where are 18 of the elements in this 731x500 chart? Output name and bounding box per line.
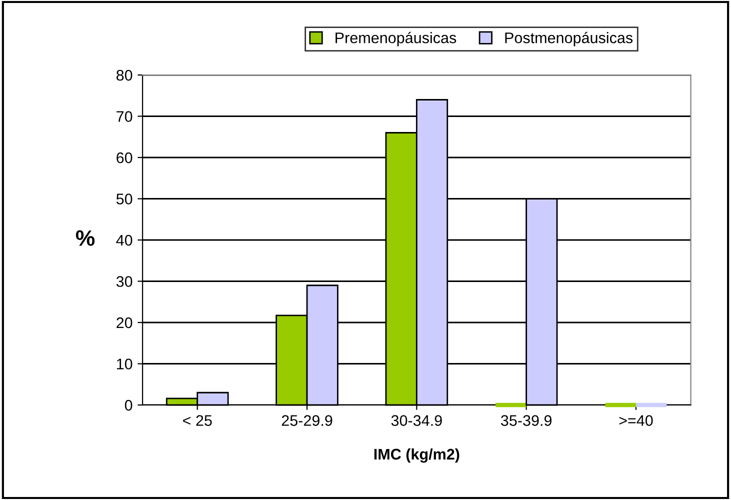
- y-tick-label: 50: [116, 194, 132, 204]
- y-tick-label: 0: [124, 400, 132, 411]
- y-tick-label: 20: [116, 317, 132, 328]
- x-tick-label: 30-34.9: [391, 415, 442, 426]
- y-tick-label: 40: [116, 234, 132, 246]
- y-tick-label: 30: [116, 276, 132, 287]
- y-tick-label: 80: [116, 70, 132, 81]
- x-tick-label: < 25: [183, 415, 212, 426]
- y-tick-label: 60: [116, 152, 132, 164]
- y-tick-label: 10: [116, 358, 132, 370]
- x-tick-label: 35-39.9: [500, 415, 552, 426]
- y-axis-title: %: [76, 230, 95, 246]
- legend-label: Postmenopáusicas: [505, 32, 633, 46]
- x-axis-title: IMC (kg/m2): [374, 448, 460, 463]
- x-tick-label: 25-29.9: [282, 415, 332, 426]
- x-tick-label: >=40: [619, 415, 653, 426]
- y-tick-label: 70: [116, 111, 132, 122]
- legend-label: Premenopáusicas: [336, 32, 456, 46]
